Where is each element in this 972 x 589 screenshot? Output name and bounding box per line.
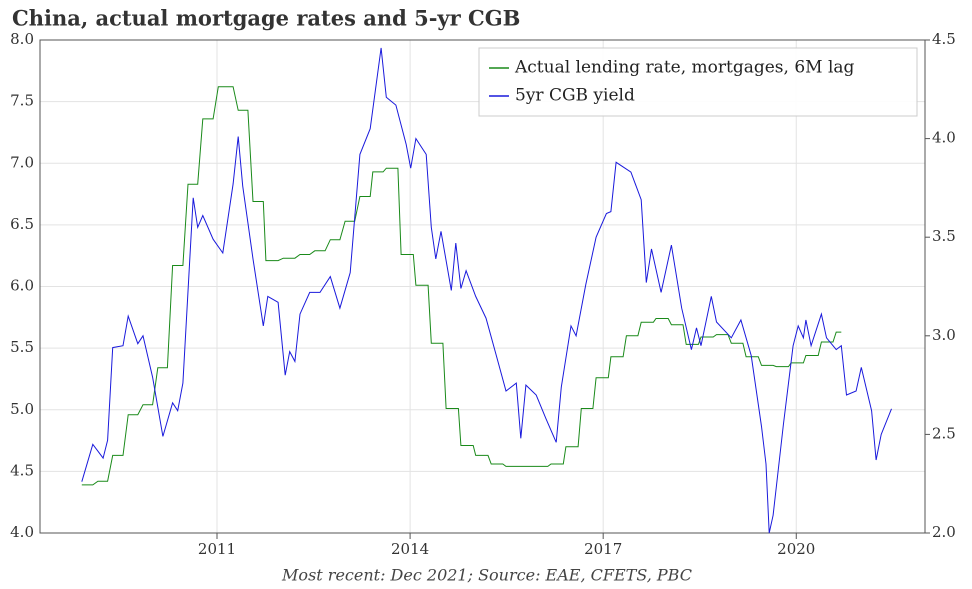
series-line (81, 86, 842, 486)
y-tick-label: 5.5 (10, 338, 34, 356)
y-tick-label: 8.0 (10, 30, 34, 48)
x-tick-label: 2014 (391, 540, 429, 558)
y-tick-label: 5.0 (10, 400, 34, 418)
legend-label: Actual lending rate, mortgages, 6M lag (514, 58, 855, 78)
legend-label: 5yr CGB yield (515, 86, 635, 106)
y2-tick-label: 4.5 (932, 30, 956, 48)
y-tick-label: 4.0 (10, 523, 34, 541)
y-tick-label: 7.0 (10, 153, 34, 171)
series-line (81, 47, 892, 534)
x-tick-label: 2020 (777, 540, 815, 558)
caption: Most recent: Dec 2021; Source: EAE, CFET… (281, 566, 692, 585)
y2-tick-label: 2.0 (932, 523, 956, 541)
y-tick-label: 6.5 (10, 215, 34, 233)
legend: Actual lending rate, mortgages, 6M lag 5y… (478, 47, 918, 117)
y2-tick-label: 3.5 (932, 227, 956, 245)
y-tick-label: 6.0 (10, 277, 34, 295)
plot-frame (39, 39, 926, 534)
y-tick-label: 7.5 (10, 92, 34, 110)
chart-title: China, actual mortgage rates and 5-yr CG… (12, 6, 520, 31)
x-tick-label: 2017 (584, 540, 622, 558)
y2-tick-label: 4.0 (932, 129, 956, 147)
legend-box (478, 47, 918, 117)
x-tick-label: 2011 (198, 540, 236, 558)
y2-tick-label: 3.0 (932, 326, 956, 344)
y2-tick-label: 2.5 (932, 424, 956, 442)
y-tick-label: 4.5 (10, 461, 34, 479)
